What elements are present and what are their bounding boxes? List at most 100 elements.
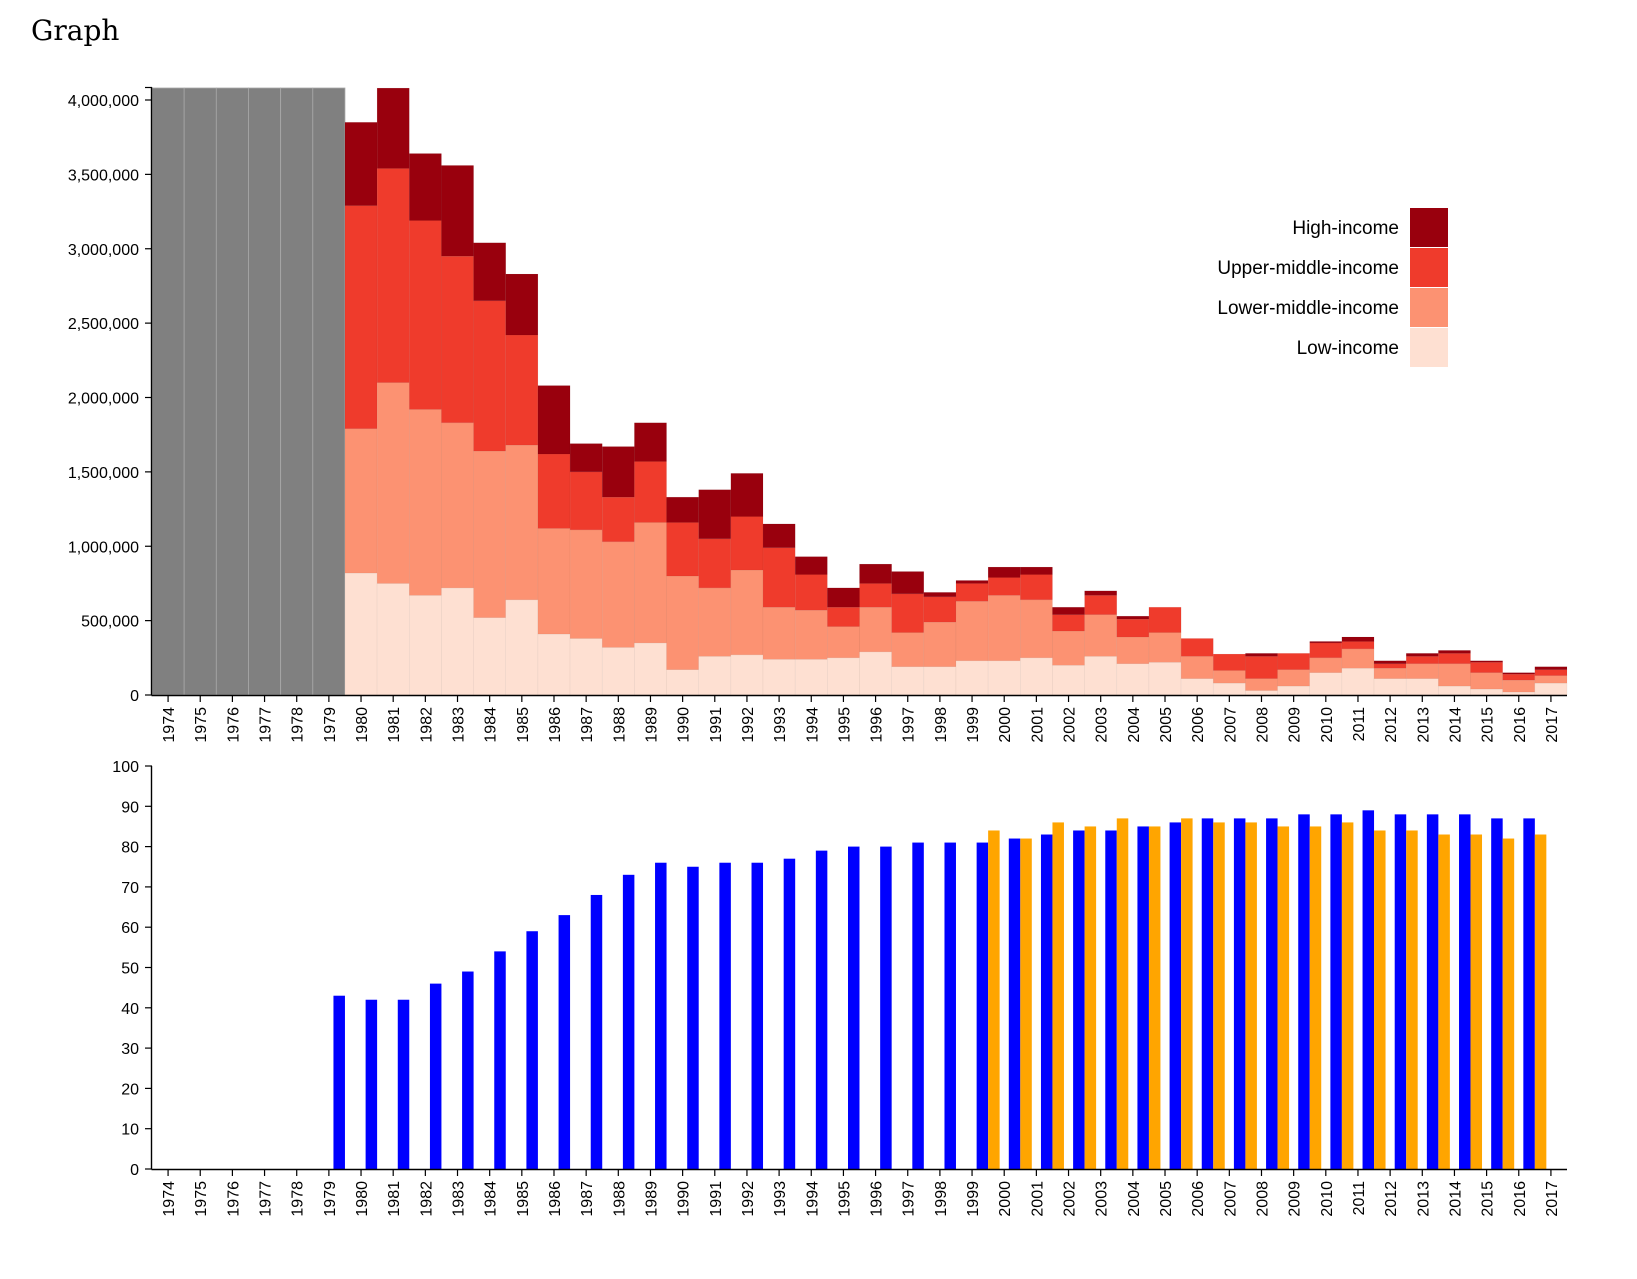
bottom-y-tick-label-60: 60: [121, 920, 139, 937]
legend-label-high-income: High-income: [1292, 218, 1399, 239]
top-x-tick-label-1992: 1992: [740, 707, 757, 743]
bottom-x-tick-label-2004: 2004: [1126, 1181, 1143, 1217]
bar-lower-middle-income-2002: [1052, 630, 1085, 666]
bar-upper-middle-income-2007: [1212, 653, 1246, 671]
bar-low-income-1982: [408, 595, 442, 696]
bottom-x-tick-label-2017: 2017: [1544, 1181, 1561, 1217]
bottom-x-tick-label-2011: 2011: [1351, 1181, 1368, 1216]
bar-upper-middle-income-1981: [376, 168, 410, 383]
bar-low-income-2004: [1116, 663, 1150, 696]
top-x-tick-label-1997: 1997: [901, 707, 918, 743]
top-x-tick-label-2006: 2006: [1190, 707, 1207, 743]
no-data-bar-1976: [215, 87, 249, 696]
no-data-bar-1974: [151, 87, 185, 696]
bar-lower-middle-income-1992: [730, 569, 764, 656]
bar-lower-middle-income-2008: [1245, 678, 1278, 691]
bar-low-income-1980: [344, 572, 378, 696]
blue-bar-1984: [494, 951, 506, 1169]
bar-high-income-1984: [473, 242, 507, 302]
top-x-tick-label-2002: 2002: [1062, 707, 1079, 743]
top-x-tick-label-1999: 1999: [965, 707, 982, 743]
bar-low-income-1989: [634, 642, 667, 696]
bottom-x-tick-label-2007: 2007: [1222, 1181, 1239, 1217]
bar-lower-middle-income-1981: [376, 382, 410, 584]
blue-bar-1991: [719, 862, 731, 1169]
top-x-tick-label-1979: 1979: [322, 707, 339, 743]
bottom-x-tick-label-1983: 1983: [451, 1181, 468, 1217]
bottom-x-tick-label-1986: 1986: [547, 1181, 564, 1217]
bottom-x-tick-label-2003: 2003: [1094, 1181, 1111, 1217]
bar-low-income-2006: [1180, 678, 1214, 696]
top-x-tick-label-1977: 1977: [258, 707, 275, 743]
blue-bar-2016: [1523, 818, 1535, 1169]
bottom-x-tick-label-1998: 1998: [933, 1181, 950, 1217]
bar-upper-middle-income-1994: [794, 574, 828, 611]
bottom-x-tick-label-2015: 2015: [1480, 1181, 1497, 1217]
bar-lower-middle-income-2012: [1373, 667, 1407, 679]
percentage-bar-chart: 0 10 20 30 40 50 60 70 80 90 100 1974 1975 1976 1977 19…: [112, 759, 1567, 1217]
bar-high-income-2011: [1341, 636, 1375, 642]
bar-upper-middle-income-1996: [859, 583, 892, 608]
bar-low-income-1998: [923, 666, 957, 696]
bar-upper-middle-income-2016: [1502, 673, 1536, 681]
blue-bar-1981: [397, 999, 410, 1169]
blue-bar-2004: [1137, 826, 1149, 1169]
bottom-y-tick-label-100: 100: [112, 759, 139, 776]
bottom-x-tick-label-1997: 1997: [901, 1181, 918, 1217]
orange-bar-2013: [1438, 834, 1450, 1169]
blue-bar-2008: [1266, 818, 1278, 1169]
bar-upper-middle-income-2004: [1116, 618, 1150, 638]
blue-bar-1980: [365, 999, 378, 1169]
bar-low-income-1999: [955, 660, 989, 696]
bottom-x-tick-label-1985: 1985: [515, 1181, 532, 1217]
bar-high-income-1996: [859, 563, 892, 584]
blue-bar-2002: [1073, 830, 1085, 1169]
top-y-tick-label-2500000: 2,500,000: [68, 316, 139, 333]
bar-low-income-2011: [1341, 667, 1375, 696]
legend-label-low-income: Low-income: [1297, 338, 1399, 359]
bottom-x-tick-label-2006: 2006: [1190, 1181, 1207, 1217]
bottom-x-tick-label-2013: 2013: [1415, 1181, 1432, 1217]
bar-low-income-1996: [859, 651, 892, 696]
bar-high-income-1997: [891, 571, 925, 595]
bar-low-income-2016: [1502, 691, 1536, 696]
bar-lower-middle-income-1997: [891, 632, 925, 668]
blue-bar-2012: [1394, 814, 1407, 1169]
bar-low-income-1995: [827, 657, 860, 696]
bar-high-income-2003: [1084, 590, 1118, 596]
bar-low-income-1981: [376, 583, 410, 696]
top-x-tick-label-1975: 1975: [193, 707, 210, 743]
bar-lower-middle-income-1996: [859, 606, 892, 653]
bar-low-income-2012: [1373, 678, 1407, 696]
blue-bar-1992: [751, 862, 764, 1169]
blue-bar-1985: [526, 931, 538, 1169]
bar-high-income-2001: [1019, 566, 1053, 575]
bar-high-income-1999: [955, 580, 989, 584]
bar-lower-middle-income-1987: [569, 529, 603, 639]
bar-low-income-2003: [1084, 656, 1118, 696]
top-x-tick-label-2017: 2017: [1544, 707, 1561, 743]
legend-label-upper-middle-income: Upper-middle-income: [1217, 258, 1399, 279]
orange-bar-2014: [1470, 834, 1483, 1169]
bar-low-income-1987: [569, 638, 603, 696]
bar-lower-middle-income-2011: [1341, 648, 1375, 669]
bar-high-income-2000: [987, 566, 1021, 578]
bar-lower-middle-income-2006: [1180, 656, 1214, 679]
blue-bar-1989: [655, 862, 667, 1169]
orange-bar-2008: [1277, 826, 1290, 1169]
top-x-tick-label-1988: 1988: [611, 707, 628, 743]
bar-low-income-1997: [891, 666, 925, 696]
bar-lower-middle-income-1994: [794, 609, 828, 660]
bar-upper-middle-income-2000: [987, 577, 1021, 596]
top-y-tick-label-1000000: 1,000,000: [68, 539, 139, 556]
bar-upper-middle-income-2010: [1309, 642, 1343, 659]
bar-low-income-1993: [762, 658, 796, 696]
top-x-tick-label-2005: 2005: [1158, 707, 1175, 743]
bottom-x-tick-label-2016: 2016: [1512, 1181, 1529, 1217]
top-x-tick-label-1991: 1991: [708, 707, 725, 743]
bar-high-income-2016: [1502, 672, 1536, 675]
bar-upper-middle-income-1993: [762, 547, 796, 608]
legend-swatch-high-income: [1410, 208, 1448, 247]
bottom-x-tick-label-1988: 1988: [611, 1181, 628, 1217]
